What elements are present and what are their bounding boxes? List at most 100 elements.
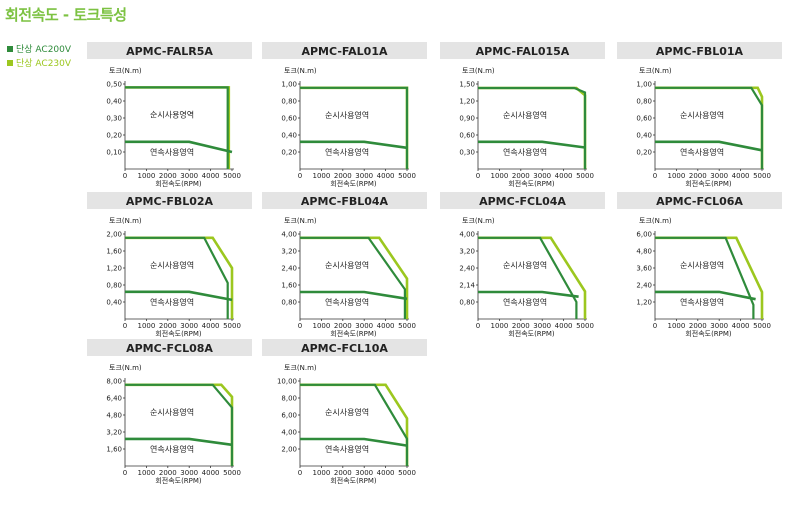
instant-torque-line-ac230	[478, 86, 587, 169]
continuous-torque-line	[300, 140, 408, 150]
instant-torque-line-ac200	[300, 236, 406, 319]
chart-x-tick-label: 2000	[512, 322, 530, 330]
chart-panel: APMC-FAL01A 토크(N.m) 0,20 0,40 0,60 0,80 1,00 0 1…	[262, 42, 427, 188]
chart-y-tick-label: 0,30	[106, 115, 122, 123]
continuous-torque-line	[300, 290, 408, 301]
chart-y-tick-label: 1,60	[281, 282, 297, 290]
chart-x-tick-label: 3000	[355, 172, 373, 180]
chart-x-tick-label: 3000	[355, 469, 373, 477]
chart-y-tick-label: 3,20	[106, 429, 122, 437]
chart-ylabel: 토크(N.m)	[462, 67, 495, 75]
chart-x-tick-label: 3000	[180, 469, 198, 477]
chart-x-tick-label: 5000	[398, 172, 416, 180]
chart-x-tick-label: 0	[298, 172, 302, 180]
chart-y-tick-label: 0,10	[106, 149, 122, 157]
continuous-region-label: 연속사용영역	[503, 297, 547, 307]
instant-region-label: 순시사용영역	[325, 260, 369, 270]
instant-torque-line-ac200	[125, 383, 234, 466]
chart-x-tick-label: 1000	[667, 322, 685, 330]
chart-header-bar	[262, 339, 427, 356]
chart-x-tick-label: 3000	[533, 322, 551, 330]
chart-y-tick-label: 1,20	[636, 299, 652, 307]
chart-panel: APMC-FBL02A 토크(N.m) 0,40 0,80 1,20 1,60 2,00 0 1…	[87, 192, 252, 338]
chart-x-tick-label: 4000	[202, 322, 220, 330]
chart-title: APMC-FCL06A	[656, 195, 743, 208]
chart-y-tick-label: 4,00	[459, 231, 475, 239]
legend-swatch-ac200v	[7, 45, 13, 52]
chart-y-tick-label: 0,60	[281, 115, 297, 123]
continuous-torque-line	[478, 290, 579, 298]
chart-ylabel: 토크(N.m)	[109, 217, 142, 225]
chart-y-tick-label: 2,40	[281, 265, 297, 273]
chart-panel: APMC-FCL08A 토크(N.m) 1,60 3,20 4,80 6,40 8,00 0 1…	[87, 339, 252, 485]
continuous-torque-line	[655, 140, 763, 152]
instant-torque-line-ac230	[125, 236, 234, 319]
chart-y-tick-label: 4,80	[106, 412, 122, 420]
chart-x-tick-label: 2000	[334, 172, 352, 180]
chart-x-tick-label: 0	[476, 322, 480, 330]
continuous-region-label: 연속사용영역	[325, 297, 369, 307]
chart-y-tick-label: 2,00	[106, 231, 122, 239]
page-title: 회전속도 - 토크특성	[5, 6, 127, 24]
chart-x-tick-label: 5000	[223, 172, 241, 180]
chart-panel: APMC-FCL06A 토크(N.m) 1,20 2,40 3,60 4,80 6,00 0 1…	[617, 192, 782, 338]
chart-x-tick-label: 2000	[159, 322, 177, 330]
chart-x-tick-label: 2000	[689, 172, 707, 180]
instant-region-label: 순시사용영역	[503, 260, 547, 270]
chart-title: APMC-FAL015A	[476, 45, 570, 58]
continuous-region-label: 연속사용영역	[150, 297, 194, 307]
chart-title: APMC-FCL10A	[301, 342, 388, 355]
continuous-torque-line	[478, 140, 586, 149]
chart-y-tick-label: 8,00	[106, 378, 122, 386]
continuous-region-label: 연속사용영역	[150, 147, 194, 157]
chart-xlabel: 회전속도(RPM)	[155, 476, 202, 485]
instant-torque-line-ac200	[478, 86, 587, 169]
chart-x-tick-label: 5000	[753, 322, 771, 330]
instant-torque-line-ac200	[655, 236, 755, 319]
chart-x-tick-label: 4000	[202, 469, 220, 477]
chart-y-tick-label: 1,50	[459, 81, 475, 89]
instant-region-label: 순시사용영역	[680, 110, 724, 120]
chart-y-tick-label: 0,40	[106, 98, 122, 106]
chart-y-tick-label: 3,60	[636, 265, 652, 273]
legend-label-ac230v: 단상 AC230V	[16, 59, 72, 69]
chart-x-tick-label: 4000	[732, 322, 750, 330]
chart-x-tick-label: 2000	[334, 322, 352, 330]
chart-y-tick-label: 4,80	[636, 248, 652, 256]
chart-x-tick-label: 5000	[398, 469, 416, 477]
chart-x-tick-label: 2000	[334, 469, 352, 477]
instant-region-label: 순시사용영역	[325, 110, 369, 120]
chart-xlabel: 회전속도(RPM)	[330, 329, 377, 338]
chart-panel: APMC-FBL01A 토크(N.m) 0,20 0,40 0,60 0,80 1,00 0 1…	[617, 42, 782, 188]
chart-ylabel: 토크(N.m)	[639, 217, 672, 225]
chart-y-tick-label: 10,00	[277, 378, 297, 386]
chart-y-tick-label: 2,14	[459, 282, 475, 290]
chart-x-tick-label: 4000	[377, 322, 395, 330]
chart-x-tick-label: 0	[123, 172, 127, 180]
chart-y-tick-label: 0,20	[281, 149, 297, 157]
chart-xlabel: 회전속도(RPM)	[330, 179, 377, 188]
chart-y-tick-label: 6,00	[281, 412, 297, 420]
chart-x-tick-label: 4000	[732, 172, 750, 180]
chart-title: APMC-FALR5A	[126, 45, 213, 58]
chart-y-tick-label: 0,80	[106, 282, 122, 290]
chart-y-tick-label: 1,00	[636, 81, 652, 89]
chart-x-tick-label: 5000	[223, 322, 241, 330]
chart-panel: APMC-FCL04A 토크(N.m) 0,80 2,14 2,40 3,20 4,00 0 1…	[440, 192, 605, 338]
continuous-torque-line	[125, 140, 233, 154]
instant-torque-line-ac230	[655, 86, 764, 169]
chart-y-tick-label: 1,20	[106, 265, 122, 273]
chart-x-tick-label: 1000	[667, 172, 685, 180]
continuous-region-label: 연속사용영역	[150, 444, 194, 454]
instant-torque-line-ac200	[125, 236, 229, 319]
chart-header-bar	[262, 192, 427, 209]
chart-y-tick-label: 1,60	[106, 248, 122, 256]
chart-x-tick-label: 3000	[533, 172, 551, 180]
chart-title: APMC-FAL01A	[301, 45, 387, 58]
continuous-region-label: 연속사용영역	[680, 297, 724, 307]
chart-y-tick-label: 8,00	[281, 395, 297, 403]
chart-y-tick-label: 3,20	[459, 248, 475, 256]
instant-region-label: 순시사용영역	[150, 260, 194, 270]
legend-label-ac200v: 단상 AC200V	[16, 45, 72, 55]
chart-ylabel: 토크(N.m)	[462, 217, 495, 225]
